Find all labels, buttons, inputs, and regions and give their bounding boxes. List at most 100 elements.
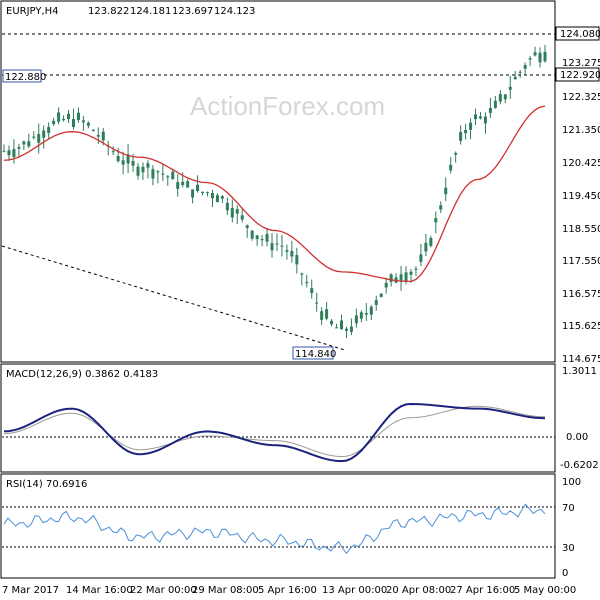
candle-body <box>538 52 542 63</box>
price-tick: 123.275 <box>562 58 600 69</box>
high-marker-box <box>2 69 42 83</box>
candle-body <box>235 209 239 214</box>
candle-body <box>225 202 229 211</box>
candle-body <box>57 112 61 122</box>
candle-body <box>205 192 209 194</box>
candle-body <box>399 274 403 282</box>
candle-body <box>2 150 6 152</box>
candle-body <box>439 205 443 210</box>
x-tick: 20 Apr 08:00 <box>386 585 451 596</box>
candle-body <box>354 315 358 324</box>
candle-body <box>91 130 95 132</box>
rsi-tick: 0 <box>562 568 568 579</box>
rsi-tick: 70 <box>562 503 575 514</box>
header-high: 124.181 <box>130 6 171 17</box>
candle-body <box>374 300 378 305</box>
candle-body <box>81 120 85 123</box>
candle-body <box>389 274 393 282</box>
moving-average-line <box>3 105 546 283</box>
candle-body <box>156 171 160 173</box>
candle-body <box>186 181 190 188</box>
candle-body <box>76 112 80 121</box>
candle-body <box>305 282 309 284</box>
price-panel-frame <box>0 0 556 363</box>
candle-body <box>126 154 130 164</box>
macd-tick: 1.3011 <box>562 366 597 377</box>
rsi-line <box>3 503 546 555</box>
candle-body <box>270 243 274 251</box>
candle-body <box>22 141 26 145</box>
candle-body <box>474 114 478 120</box>
candle-body <box>7 150 11 156</box>
x-tick: 5 May 00:00 <box>514 585 576 596</box>
header-symbol: EURJPY,H4 <box>6 6 59 17</box>
candle-body <box>528 58 532 60</box>
price-tick: 121.350 <box>562 125 600 136</box>
price-tag-122920 <box>555 67 600 82</box>
candle-body <box>176 182 180 189</box>
candle-body <box>240 215 244 220</box>
candle-body <box>265 233 269 242</box>
macd-panel-frame <box>0 363 556 473</box>
candle-body <box>454 152 458 155</box>
candle-body <box>543 51 547 62</box>
candle-body <box>181 181 185 185</box>
candle-body <box>364 313 368 315</box>
candle-body <box>42 130 46 138</box>
candle-body <box>478 116 482 119</box>
candle-body <box>71 118 75 127</box>
candle-body <box>419 254 423 262</box>
candle-body <box>220 196 224 199</box>
x-tick: 13 Apr 00:00 <box>322 585 387 596</box>
price-tick: 115.625 <box>562 321 600 332</box>
candle-body <box>191 189 195 198</box>
candle-body <box>493 100 497 108</box>
candle-body <box>201 191 205 193</box>
candle-body <box>136 166 140 176</box>
candle-body <box>488 108 492 113</box>
candle-body <box>210 193 214 199</box>
price-tick: 117.550 <box>562 256 600 267</box>
price-tick: 114.675 <box>562 354 600 365</box>
x-tick: 27 Apr 16:00 <box>450 585 515 596</box>
candle-body <box>429 238 433 246</box>
price-tick: 120.425 <box>562 158 600 169</box>
candle-body <box>424 242 428 252</box>
x-tick: 22 Mar 00:00 <box>130 585 197 596</box>
candle-body <box>498 94 502 102</box>
price-tick: 116.575 <box>562 289 600 300</box>
candle-body <box>404 272 408 282</box>
candle-body <box>121 160 125 165</box>
price-tick: 122.325 <box>562 92 600 103</box>
x-tick: 14 Mar 16:00 <box>66 585 133 596</box>
candle-body <box>250 230 254 239</box>
low-marker-box <box>292 346 334 360</box>
candle-body <box>508 86 512 90</box>
watermark: ActionForex.com <box>190 91 385 121</box>
rsi-tick: 100 <box>562 477 581 488</box>
x-tick: 29 Mar 08:00 <box>192 585 259 596</box>
candle-body <box>300 273 304 275</box>
candle-body <box>533 52 537 56</box>
candle-body <box>280 245 284 247</box>
price-axis: 124.080 123.275 122.920 122.325 121.350 … <box>555 26 600 365</box>
support-line <box>1 245 346 351</box>
rsi-title: RSI(14) 70.6916 <box>6 479 87 490</box>
price-tick: 119.450 <box>562 191 600 202</box>
candle-body <box>384 282 388 288</box>
candle-body <box>320 311 324 320</box>
candle-body <box>116 156 120 162</box>
candle-body <box>434 218 438 223</box>
macd-line <box>3 402 546 463</box>
candle-body <box>32 136 36 138</box>
candle-body <box>37 134 41 143</box>
candle-body <box>503 94 507 100</box>
candle-body <box>12 149 16 158</box>
candle-body <box>171 171 175 180</box>
candle-body <box>315 302 319 304</box>
candle-body <box>513 76 517 80</box>
x-axis: 7 Mar 2017 14 Mar 16:00 22 Mar 00:00 29 … <box>2 585 576 596</box>
candle-body <box>245 225 249 228</box>
price-tick: 122.920 <box>560 70 600 81</box>
candle-body <box>340 320 344 330</box>
